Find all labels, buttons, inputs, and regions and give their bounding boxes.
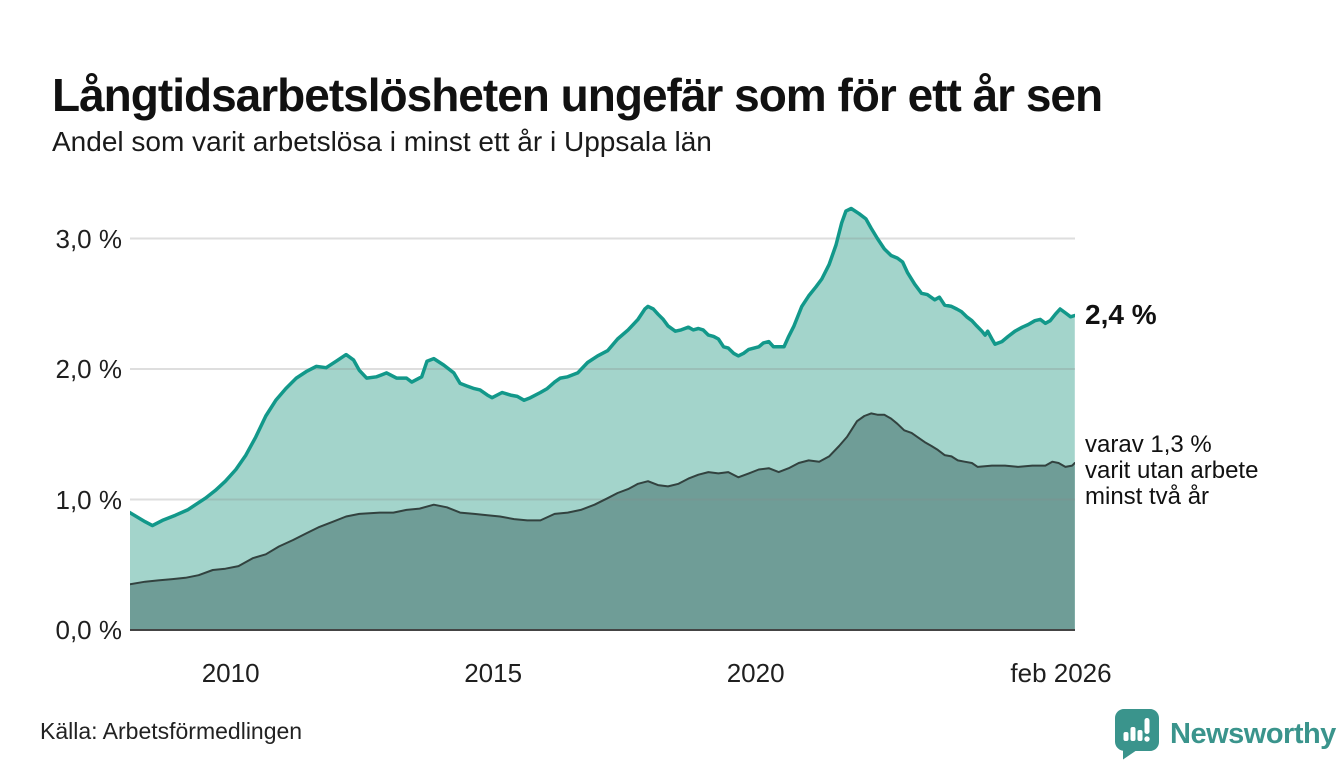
- x-tick-label-2015: 2015: [464, 658, 523, 688]
- source-attribution: Källa: Arbetsförmedlingen: [40, 718, 303, 744]
- unemployment-area-chart: [130, 206, 1075, 631]
- chart-subtitle: Andel som varit arbetslösa i minst ett å…: [52, 126, 712, 157]
- x-tick-label-2020: 2020: [726, 658, 785, 688]
- y-tick-label-2: 2,0 %: [55, 354, 123, 384]
- end-value-label-total: 2,4 %: [1085, 299, 1157, 330]
- page-title: Långtidsarbetslösheten ungefär som för e…: [52, 68, 1103, 121]
- end-note-two-years: varav 1,3 % varit utan arbete minst två …: [1085, 431, 1259, 510]
- y-tick-label-0: 0,0 %: [55, 615, 123, 645]
- line-two-years: [130, 412, 1075, 586]
- area-fill-two-years: [130, 413, 1075, 630]
- y-tick-label-1: 1,0 %: [55, 484, 123, 515]
- y-tick-label-3: 3,0 %: [55, 223, 123, 254]
- x-tick-label-2010: 2010: [201, 658, 260, 688]
- newsworthy-bubble-chart-icon: [1114, 708, 1160, 760]
- line-one-year: [130, 206, 1075, 528]
- newsworthy-wordmark: Newsworthy: [1170, 717, 1336, 750]
- x-tick-label-feb-2026: feb 2026: [1010, 658, 1112, 688]
- newsworthy-logo-link[interactable]: Newsworthy: [1114, 708, 1336, 760]
